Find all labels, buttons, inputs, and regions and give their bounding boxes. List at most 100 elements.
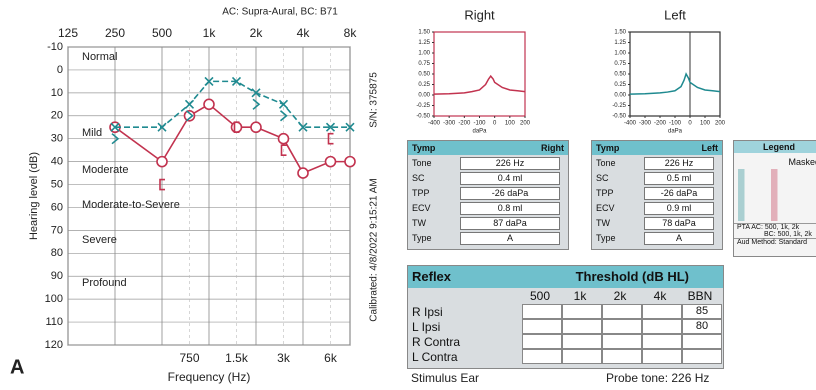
y-tick-label: 0.00 — [614, 93, 626, 99]
marker — [230, 121, 243, 134]
panel-letter: A — [10, 356, 24, 378]
calibration-date: Calibrated: 4/8/2022 9:15:21 AM — [369, 178, 380, 321]
x-tick-label: 200 — [715, 121, 726, 127]
y-tick-label: 0.50 — [614, 72, 626, 78]
row-label: Type — [596, 233, 616, 243]
legend-symbols — [738, 169, 816, 221]
x-tick-label: 750 — [179, 351, 199, 365]
table-title: Tymp — [412, 143, 436, 153]
row-value: 0.8 ml — [460, 201, 560, 215]
table-row: SC 0.4 ml — [408, 171, 568, 185]
y-tick-label: 60 — [51, 201, 63, 213]
legend-pta-bc: BC: 500, 1k, 2k — [764, 231, 812, 238]
table-row: Type A — [408, 231, 568, 245]
tymp-curve — [629, 72, 721, 95]
marker — [203, 98, 215, 111]
reflex-subtitle: Threshold (dB HL) — [575, 269, 689, 284]
x-tick-label: 6k — [324, 351, 338, 365]
reflex-cell — [642, 349, 682, 364]
row-label: ECV — [412, 203, 431, 213]
row-label: TW — [412, 218, 426, 228]
reflex-table: Reflex Threshold (dB HL) 500 1k 2k 4k BBN R Ips… — [407, 265, 724, 369]
table-row: TPP -26 daPa — [408, 186, 568, 200]
series-line — [114, 103, 350, 175]
reflex-header: Reflex Threshold (dB HL) — [408, 266, 723, 288]
y-tick-label: -0.50 — [416, 114, 430, 120]
reflex-cell — [682, 334, 722, 349]
y-axis-label: Hearing level (dB) — [28, 152, 40, 240]
x-tick-label: 0 — [688, 121, 692, 127]
serial-number: S/N: 375875 — [369, 72, 380, 128]
marker — [231, 76, 242, 86]
reflex-cell: 80 — [682, 319, 722, 334]
marker — [233, 121, 240, 134]
x-tick-label: -300 — [443, 121, 456, 127]
column-header: 1k — [573, 289, 587, 303]
y-tick-label: -0.25 — [416, 103, 430, 109]
marker — [252, 98, 261, 110]
x-axis-label: daPa — [472, 129, 487, 135]
marker — [110, 122, 120, 132]
marker — [156, 155, 168, 168]
x-tick-label: -400 — [624, 121, 637, 127]
marker — [185, 110, 194, 122]
x-tick-label: -100 — [669, 121, 682, 127]
x-tick-label: -200 — [458, 121, 471, 127]
row-value: 226 Hz — [644, 156, 714, 170]
tymp-title: Right — [464, 7, 495, 22]
y-tick-label: 80 — [51, 247, 63, 259]
marker — [250, 121, 262, 134]
y-tick-label: 0.25 — [418, 82, 430, 88]
marker — [298, 122, 308, 132]
y-tick-label: 0.75 — [418, 61, 430, 67]
table-row: TW 87 daPa — [408, 216, 568, 230]
y-tick-label: -0.25 — [612, 103, 626, 109]
table-row: ECV 0.8 ml — [408, 201, 568, 215]
marker — [157, 122, 167, 132]
reflex-cell — [602, 349, 642, 364]
marker — [324, 155, 337, 168]
y-tick-label: 1.25 — [418, 40, 430, 46]
row-label: TPP — [596, 188, 614, 198]
row-value: 0.5 ml — [644, 171, 714, 185]
reflex-cell — [562, 334, 602, 349]
row-value: -26 daPa — [460, 186, 560, 200]
x-tick-label: 100 — [505, 121, 516, 127]
reflex-cell — [642, 319, 682, 334]
marker — [297, 167, 309, 179]
legend-method: Aud Method: Standard — [734, 238, 816, 246]
marker — [279, 110, 288, 122]
marker — [344, 155, 356, 168]
table-row: TW 78 daPa — [592, 216, 722, 230]
y-tick-label: 100 — [45, 293, 63, 305]
x-tick-label: 3k — [277, 351, 291, 365]
column-header: 500 — [529, 289, 551, 303]
x-tick-label: -100 — [473, 121, 486, 127]
y-tick-label: 0.50 — [418, 72, 430, 78]
marker — [183, 109, 196, 122]
series-line — [115, 80, 350, 129]
marker — [204, 76, 214, 86]
row-label: TW — [596, 218, 610, 228]
hearing-category: Mild — [82, 127, 102, 139]
reflex-columns: 500 1k 2k 4k BBN — [408, 288, 723, 304]
stimulus-label: Stimulus Ear — [411, 371, 479, 385]
y-tick-label: 0.00 — [418, 93, 430, 99]
y-tick-label: 90 — [51, 270, 63, 282]
x-tick-label: 4k — [297, 26, 311, 40]
column-header: BBN — [687, 289, 713, 303]
row-label: TPP — [412, 188, 430, 198]
y-tick-label: 1.50 — [418, 30, 430, 36]
x-axis-label: daPa — [668, 129, 683, 135]
y-tick-label: 120 — [45, 339, 63, 351]
reflex-cell — [562, 304, 602, 319]
reflex-cell — [602, 334, 642, 349]
y-tick-label: 1.00 — [418, 51, 430, 57]
x-tick-label: -300 — [639, 121, 652, 127]
y-tick-label: 1.25 — [614, 40, 626, 46]
row-value: 87 daPa — [460, 216, 560, 230]
x-tick-label: 2k — [250, 26, 264, 40]
row-label: R Ipsi — [412, 304, 443, 319]
marker — [325, 122, 336, 132]
